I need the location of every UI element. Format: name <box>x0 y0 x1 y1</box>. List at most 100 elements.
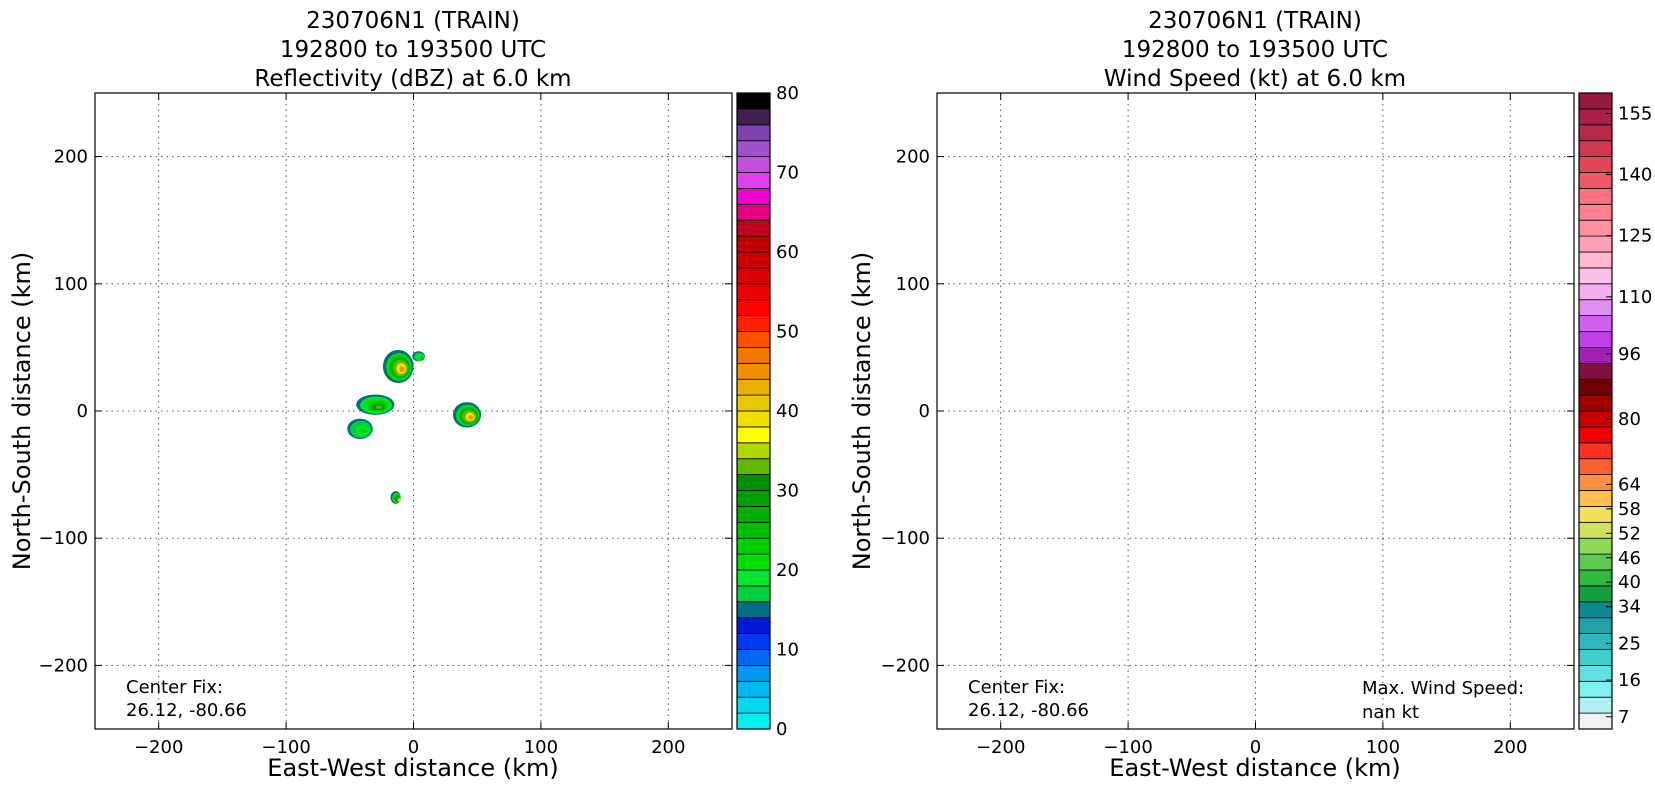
colorbar-segment <box>1578 235 1613 253</box>
colorbar-tick-label: 10 <box>776 640 799 661</box>
colorbar-segment <box>736 649 771 666</box>
colorbar-segment <box>736 172 771 189</box>
colorbar-tick-label: 60 <box>776 242 799 263</box>
colorbar-segment <box>736 299 771 317</box>
colorbar-tick-label: 0 <box>776 719 787 740</box>
y-tick-label: 100 <box>896 274 930 295</box>
colorbar-segment <box>1578 553 1613 571</box>
colorbar-segment <box>1578 378 1613 396</box>
wind-axis-ticks: −200 −100 0 100 200 −200 −100 0 100 200 <box>881 93 1574 758</box>
colorbar-tick-label: 80 <box>776 83 799 104</box>
colorbar-segment <box>1578 712 1613 730</box>
colorbar-segment <box>736 267 771 285</box>
colorbar-tick-label: 64 <box>1618 474 1641 495</box>
reflectivity-center-fix-label: Center Fix: <box>126 677 223 698</box>
reflectivity-axis-ticks: −200 −100 0 100 200 −200 −100 0 100 200 <box>39 93 732 758</box>
x-tick-label: 0 <box>1250 737 1261 758</box>
colorbar-segment <box>736 633 771 650</box>
colorbar-tick-label: 155 <box>1618 103 1652 124</box>
colorbar-segment <box>736 458 771 476</box>
colorbar-segment <box>1578 680 1613 698</box>
colorbar-segment <box>1578 537 1613 555</box>
colorbar-segment <box>1578 521 1613 539</box>
colorbar-segment <box>1578 490 1613 507</box>
colorbar-tick-label: 140 <box>1618 165 1652 186</box>
colorbar-tick-label: 25 <box>1618 633 1641 654</box>
colorbar-segment <box>736 696 771 714</box>
colorbar-tick-label: 7 <box>1618 707 1629 728</box>
colorbar-segment <box>1578 251 1613 269</box>
reflectivity-y-axis-label: North-South distance (km) <box>8 252 36 571</box>
colorbar-segment <box>1578 108 1613 126</box>
wind-grid <box>937 93 1574 729</box>
colorbar-segment <box>736 331 771 348</box>
colorbar-segment <box>736 235 771 253</box>
colorbar-tick-label: 96 <box>1618 344 1641 365</box>
y-tick-label: −200 <box>881 655 930 676</box>
colorbar-segment <box>736 156 771 173</box>
echo-cell <box>375 405 383 409</box>
colorbar-segment <box>1578 219 1613 237</box>
x-tick-label: −200 <box>976 737 1025 758</box>
wind-colorbar: 7 16 25 34 40 46 52 58 64 80 96 110 125 140 155 <box>1578 92 1652 730</box>
y-tick-label: 0 <box>919 401 930 422</box>
colorbar-segment <box>736 346 771 364</box>
colorbar-segment <box>1578 187 1613 205</box>
colorbar-segment <box>736 617 771 635</box>
x-tick-label: −200 <box>134 737 183 758</box>
colorbar-segment <box>736 92 771 110</box>
colorbar-segment <box>1578 442 1613 460</box>
y-tick-label: −100 <box>39 528 88 549</box>
reflectivity-panel: 230706N1 (TRAIN) 192800 to 193500 UTC Re… <box>8 8 799 782</box>
x-tick-label: 200 <box>651 737 685 758</box>
colorbar-segment <box>736 474 771 491</box>
wind-center-fix-label: Center Fix: <box>968 677 1065 698</box>
colorbar-segment <box>736 665 771 682</box>
colorbar-segment <box>1578 331 1613 348</box>
reflectivity-plot-frame <box>94 92 733 730</box>
colorbar-segment <box>1578 665 1613 682</box>
colorbar-segment <box>736 203 771 221</box>
colorbar-segment <box>736 124 771 142</box>
max-wind-speed-value: nan kt <box>1362 702 1419 723</box>
y-tick-label: −100 <box>881 528 930 549</box>
colorbar-segment <box>1578 92 1613 110</box>
colorbar-tick-label: 70 <box>776 163 799 184</box>
wind-x-axis-label: East-West distance (km) <box>1109 754 1400 782</box>
x-tick-label: 0 <box>408 737 419 758</box>
colorbar-tick-label: 50 <box>776 322 799 343</box>
colorbar-segment <box>736 140 771 157</box>
reflectivity-center-fix-coords: 26.12, -80.66 <box>126 700 247 721</box>
colorbar-tick-label: 20 <box>776 560 799 581</box>
colorbar-tick-label: 110 <box>1618 287 1652 308</box>
colorbar-tick-label: 80 <box>1618 409 1641 430</box>
colorbar-segment <box>1578 140 1613 157</box>
colorbar-tick-label: 46 <box>1618 548 1641 569</box>
colorbar-segment <box>1578 346 1613 364</box>
colorbar-segment <box>736 585 771 603</box>
colorbar-segment <box>736 490 771 507</box>
colorbar-segment <box>736 521 771 539</box>
colorbar-tick-label: 30 <box>776 481 799 502</box>
y-tick-label: 200 <box>896 147 930 168</box>
colorbar-segment <box>736 378 771 396</box>
colorbar-frame <box>1578 92 1613 730</box>
x-tick-label: 100 <box>524 737 558 758</box>
colorbar-segment <box>1578 156 1613 173</box>
echo-cell <box>468 415 474 420</box>
y-tick-label: −200 <box>39 655 88 676</box>
colorbar-segment <box>1578 569 1613 587</box>
wind-title-line-2: 192800 to 193500 UTC <box>1122 37 1388 63</box>
colorbar-segment <box>736 537 771 555</box>
colorbar-segment <box>1578 267 1613 285</box>
wind-title-line-3: Wind Speed (kt) at 6.0 km <box>1104 66 1406 92</box>
x-tick-label: 100 <box>1366 737 1400 758</box>
colorbar-segment <box>1578 585 1613 603</box>
colorbar-segment <box>1578 203 1613 221</box>
colorbar-tick-label: 52 <box>1618 523 1641 544</box>
colorbar-segment <box>1578 474 1613 491</box>
colorbar-segment <box>1578 124 1613 142</box>
reflectivity-colorbar: 0 10 20 30 40 50 60 70 80 <box>736 83 799 740</box>
colorbar-segment <box>736 410 771 428</box>
